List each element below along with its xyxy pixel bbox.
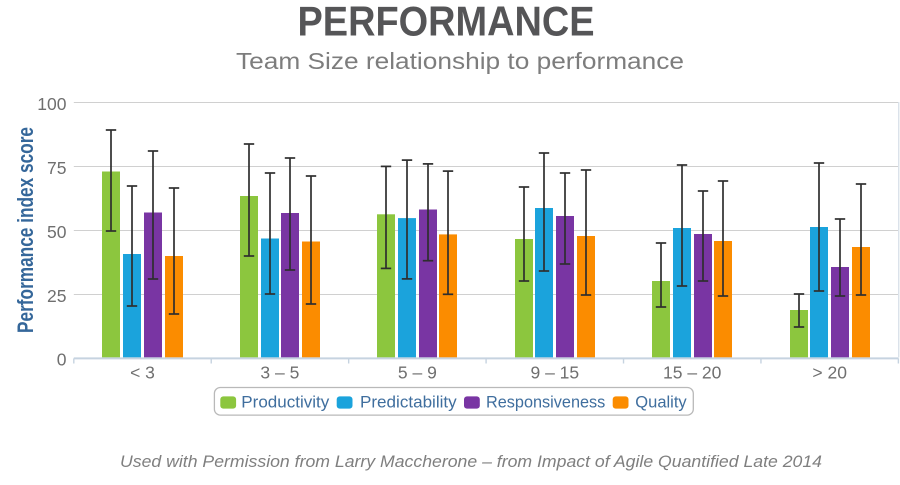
svg-text:15 – 20: 15 – 20: [663, 363, 722, 383]
svg-text:> 20: > 20: [812, 363, 847, 383]
svg-text:Team Size relationship to perf: Team Size relationship to performance: [236, 48, 684, 74]
svg-text:3 – 5: 3 – 5: [260, 363, 299, 383]
svg-text:9 – 15: 9 – 15: [530, 363, 579, 383]
svg-text:Performance index score: Performance index score: [13, 127, 38, 333]
svg-text:25: 25: [47, 286, 66, 306]
svg-text:75: 75: [47, 158, 66, 178]
svg-text:5 – 9: 5 – 9: [398, 363, 437, 383]
svg-text:Responsiveness: Responsiveness: [486, 393, 605, 412]
svg-text:Used with Permission from Larr: Used with Permission from Larry Macchero…: [120, 452, 822, 471]
svg-text:100: 100: [37, 94, 66, 114]
svg-text:0: 0: [57, 349, 67, 369]
svg-text:Productivity: Productivity: [241, 393, 329, 412]
svg-text:PERFORMANCE: PERFORMANCE: [298, 0, 595, 45]
svg-text:50: 50: [47, 222, 67, 242]
svg-text:Quality: Quality: [635, 393, 687, 412]
svg-text:< 3: < 3: [130, 363, 155, 383]
svg-text:Predictability: Predictability: [360, 393, 457, 412]
